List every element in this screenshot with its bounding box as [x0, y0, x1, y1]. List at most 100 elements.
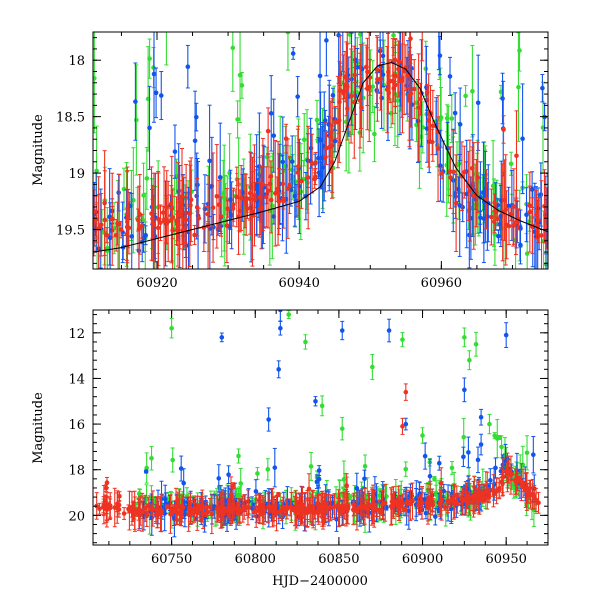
- bottom-red-point: [344, 473, 349, 499]
- top-red-point: [396, 40, 401, 98]
- bottom-red-point: [164, 504, 170, 510]
- top-blue-point: [452, 92, 458, 134]
- top-blue-point: [268, 75, 274, 152]
- bottom-blue-point: [493, 457, 498, 479]
- bottom-green-point: [362, 454, 368, 479]
- bottom-green-outlier: [420, 427, 425, 444]
- top-red-point: [265, 107, 271, 155]
- bottom-blue-outlier: [313, 396, 318, 407]
- top-blue-point: [429, 0, 434, 29]
- bottom-red-point: [173, 487, 179, 526]
- top-red-point: [104, 227, 110, 244]
- bottom-red-point: [159, 493, 164, 533]
- bottom-red-point: [506, 458, 511, 484]
- bottom-red-point: [476, 489, 482, 501]
- bottom-red-point: [230, 495, 235, 524]
- bottom-blue-outlier: [276, 360, 281, 379]
- bottom-red-point: [486, 492, 492, 504]
- top-green-point: [463, 85, 468, 107]
- top-red-point: [247, 177, 253, 221]
- bottom-red-point: [180, 496, 186, 519]
- top-x-tick-label: 60940: [278, 276, 319, 291]
- bottom-red-point: [524, 472, 530, 511]
- top-blue-point: [421, 0, 426, 3]
- bottom-axis-ticks: 60750 60800 60850 60900 60950 12 14 16 18 20: [68, 310, 549, 567]
- bottom-green-point: [255, 467, 260, 480]
- bottom-red-point: [230, 482, 236, 490]
- bottom-red-point: [404, 489, 410, 517]
- bottom-red-point: [464, 485, 469, 514]
- bottom-red-point: [197, 500, 202, 519]
- bottom-plot-frame: [92, 309, 549, 546]
- top-red-point: [469, 146, 475, 191]
- top-blue-point: [185, 44, 191, 89]
- top-red-point: [252, 144, 257, 247]
- top-x-tick-label: 60960: [421, 276, 462, 291]
- bottom-red-point: [469, 492, 475, 511]
- top-green-point: [235, 100, 240, 139]
- top-green-point: [470, 44, 475, 138]
- top-green-point: [144, 146, 150, 210]
- top-blue-point: [147, 85, 152, 170]
- top-y-axis-label: Magnitude: [31, 114, 46, 186]
- top-blue-point: [457, 153, 463, 257]
- top-red-point: [393, 38, 398, 114]
- bottom-blue-point: [466, 436, 471, 469]
- top-red-point: [158, 204, 163, 242]
- top-blue-point: [318, 161, 324, 189]
- bottom-red-point: [388, 487, 394, 526]
- top-red-point: [401, 32, 407, 116]
- bottom-green-point: [403, 461, 409, 477]
- bottom-red-point: [365, 501, 370, 518]
- top-red-point: [341, 82, 347, 100]
- top-blue-point: [172, 124, 178, 179]
- top-red-point: [439, 166, 445, 180]
- top-red-point: [305, 125, 311, 230]
- top-model-curve: [93, 61, 548, 253]
- bottom-red-point: [106, 503, 112, 510]
- top-green-point: [285, 32, 291, 71]
- top-blue-point: [324, 32, 329, 77]
- bottom-red-point: [419, 486, 425, 520]
- bottom-blue-outlier: [339, 320, 345, 341]
- bottom-red-point: [358, 489, 364, 524]
- bottom-blue-outlier: [266, 407, 271, 432]
- top-red-point: [375, 36, 380, 122]
- bottom-green-point: [497, 435, 502, 440]
- bottom-red-point: [237, 503, 243, 515]
- bottom-red-point: [354, 492, 360, 531]
- bottom-green-point: [449, 461, 455, 475]
- top-red-point: [536, 197, 541, 244]
- top-red-point: [489, 188, 494, 246]
- top-blue-point: [317, 32, 323, 125]
- bottom-red-point: [251, 506, 257, 518]
- bottom-y-tick-label: 18: [68, 464, 85, 479]
- bottom-red-point: [130, 501, 136, 523]
- bottom-x-axis-label: HJD−2400000: [272, 574, 368, 589]
- top-blue-point: [129, 192, 135, 269]
- bottom-red-point: [136, 497, 142, 531]
- bottom-red-point: [97, 502, 102, 515]
- bottom-red-point: [499, 468, 505, 497]
- top-blue-point: [193, 102, 199, 132]
- bottom-blue-point: [272, 447, 278, 488]
- top-green-point: [397, 32, 402, 34]
- top-blue-point: [295, 75, 300, 118]
- top-red-point: [429, 128, 435, 156]
- top-red-point: [268, 166, 274, 234]
- bottom-red-point: [398, 496, 404, 514]
- bottom-red-outlier: [400, 417, 405, 435]
- top-green-point: [372, 105, 377, 163]
- bottom-red-point: [371, 489, 377, 521]
- bottom-red-point: [207, 498, 213, 516]
- bottom-green-point: [170, 447, 176, 473]
- bottom-red-point: [314, 495, 320, 512]
- bottom-y-tick-label: 16: [68, 418, 85, 433]
- top-red-point: [405, 62, 410, 90]
- bottom-red-point: [221, 491, 226, 525]
- bottom-red-point: [209, 494, 215, 535]
- top-red-point: [502, 159, 507, 241]
- bottom-red-point: [536, 491, 541, 514]
- bottom-red-point: [216, 511, 221, 517]
- top-green-point: [517, 32, 522, 72]
